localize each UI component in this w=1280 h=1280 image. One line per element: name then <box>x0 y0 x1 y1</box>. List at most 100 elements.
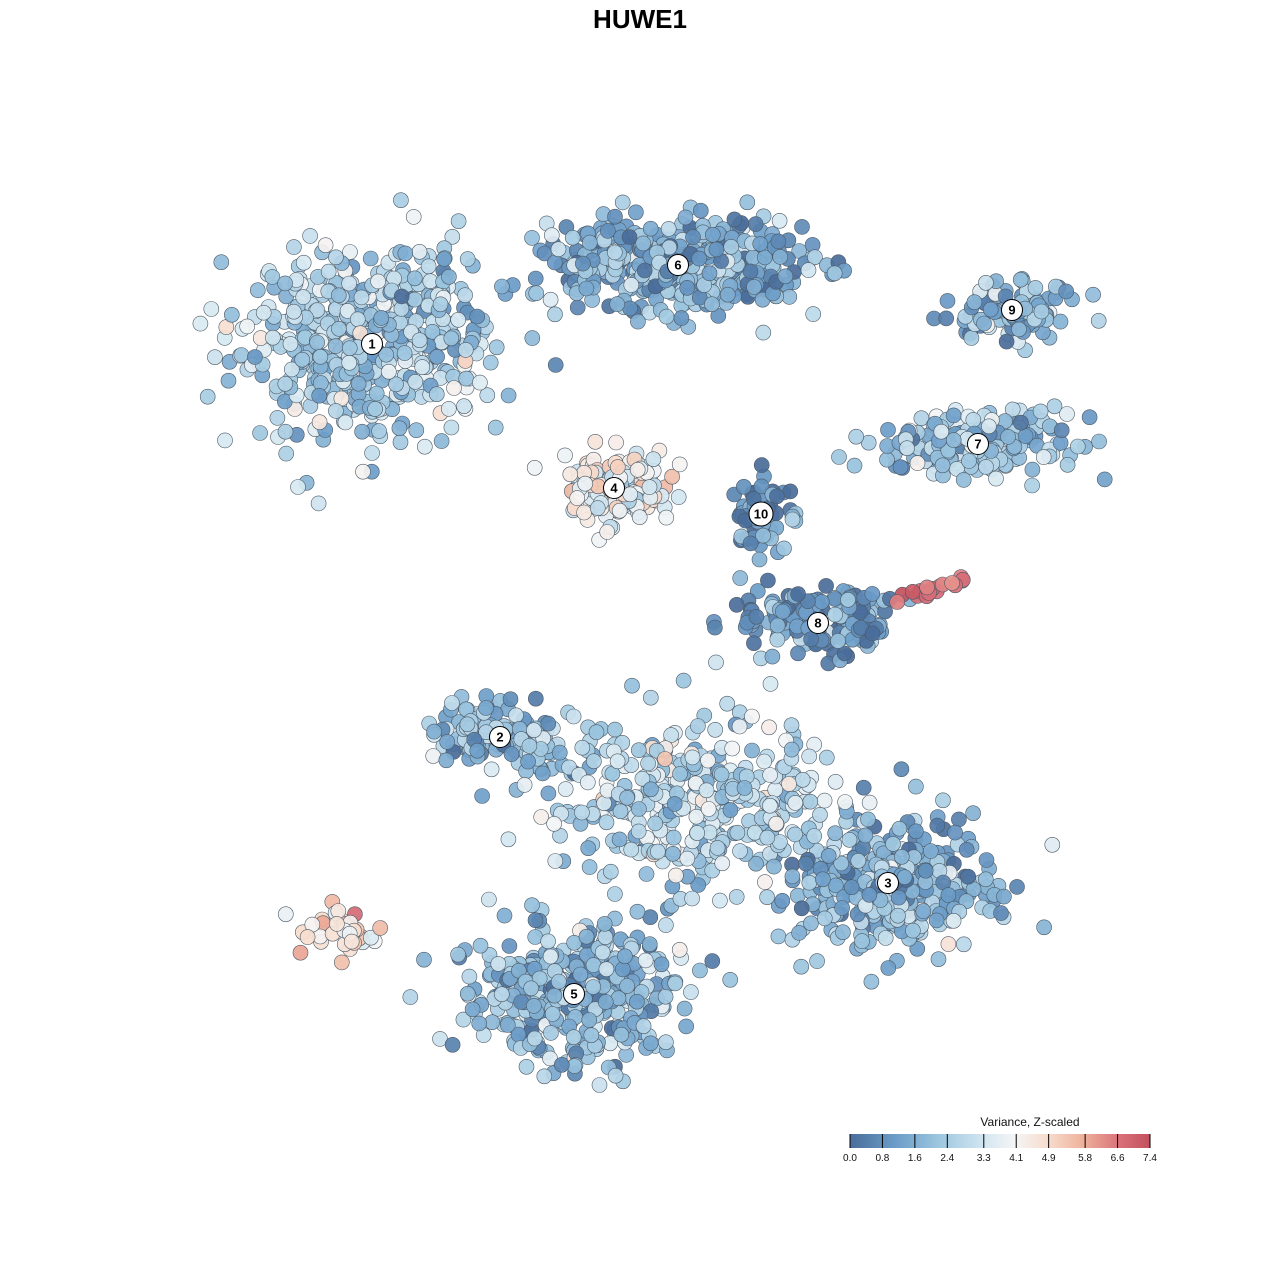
cell-point <box>432 296 449 313</box>
cell-point <box>1053 422 1070 439</box>
cell-point <box>299 929 316 945</box>
cell-point <box>629 993 645 1010</box>
cell-point <box>526 459 543 476</box>
cell-point <box>609 296 626 312</box>
cell-point <box>905 922 921 939</box>
cell-point <box>247 349 263 365</box>
cell-point <box>993 905 1009 921</box>
cell-point <box>628 204 644 221</box>
cell-point <box>753 478 770 495</box>
cluster-label-text: 5 <box>570 987 577 1002</box>
cell-point <box>766 858 782 875</box>
cell-point <box>521 738 538 754</box>
cell-point <box>816 910 833 927</box>
cell-point <box>663 727 679 743</box>
cell-point <box>774 603 791 620</box>
cell-point <box>683 984 699 1000</box>
cell-point <box>880 960 897 976</box>
cell-point <box>526 722 542 739</box>
cell-point <box>955 472 972 488</box>
cluster-label-7: 7 <box>967 433 989 455</box>
cell-point <box>1013 414 1029 431</box>
cell-point <box>675 672 692 689</box>
cell-point <box>579 774 596 791</box>
cell-point <box>543 227 560 243</box>
cell-point <box>843 879 860 896</box>
cell-point <box>354 423 370 440</box>
cell-point <box>239 318 255 335</box>
cell-point <box>630 823 647 840</box>
cell-point <box>729 824 746 841</box>
cell-point <box>438 752 455 769</box>
cell-point <box>286 239 302 255</box>
cell-point <box>892 459 909 476</box>
cell-point <box>793 900 810 917</box>
cell-point <box>899 440 915 457</box>
cell-point <box>362 250 379 267</box>
cell-point <box>782 483 799 500</box>
cell-point <box>634 770 651 787</box>
cell-point <box>631 801 647 817</box>
cell-point <box>623 277 640 293</box>
cell-point <box>544 1006 561 1022</box>
cell-point <box>420 258 437 275</box>
cluster-label-text: 2 <box>496 730 503 745</box>
cell-point <box>264 269 281 285</box>
cell-point <box>649 843 666 860</box>
cell-point <box>607 721 623 738</box>
cell-point <box>441 268 457 285</box>
cell-point <box>818 578 834 594</box>
cell-point <box>416 438 433 455</box>
cluster-label-badge <box>1001 299 1023 321</box>
cell-point <box>790 586 806 602</box>
cell-point <box>930 951 947 968</box>
cell-point <box>482 354 499 371</box>
cell-point <box>719 695 736 712</box>
cell-point <box>756 753 773 770</box>
cell-point <box>391 420 408 437</box>
cell-point <box>608 434 624 451</box>
cell-point <box>285 303 302 320</box>
cell-point <box>217 432 233 449</box>
cell-point <box>728 889 745 905</box>
cell-point <box>701 265 718 282</box>
cluster-label-9: 9 <box>1001 299 1023 321</box>
cell-point <box>576 504 592 521</box>
cell-point <box>363 929 379 946</box>
cell-point <box>642 1035 659 1052</box>
cell-point <box>483 761 500 778</box>
cell-point <box>658 308 675 325</box>
cell-point <box>658 1034 674 1050</box>
cell-point <box>742 263 759 280</box>
cell-point <box>940 936 957 952</box>
cell-point <box>329 916 345 932</box>
cell-point <box>678 1018 695 1035</box>
cell-point <box>635 235 652 252</box>
cell-point <box>671 941 688 958</box>
cell-point <box>837 794 853 810</box>
cell-point <box>591 1077 608 1093</box>
cell-point <box>885 836 901 852</box>
cell-point <box>963 330 980 346</box>
chart-title: HUWE1 <box>593 4 687 34</box>
cell-point <box>981 418 997 435</box>
cell-point <box>755 527 771 544</box>
cell-point <box>960 868 976 885</box>
cell-point <box>665 845 681 862</box>
cell-point <box>309 302 326 318</box>
cell-point <box>958 841 975 858</box>
cell-point <box>879 451 895 468</box>
cell-point <box>450 946 466 963</box>
cell-point <box>864 586 881 602</box>
cell-point <box>199 388 216 405</box>
cell-point <box>213 254 230 271</box>
cell-point <box>801 874 818 891</box>
cell-point <box>339 303 356 319</box>
color-legend: Variance, Z-scaled 0.0 0.8 1.6 2.4 3.3 4.1 4.9… <box>843 1115 1157 1164</box>
cell-point <box>736 780 753 796</box>
cell-point <box>768 815 785 832</box>
cell-point <box>629 903 646 920</box>
cluster-label-5: 5 <box>563 983 585 1005</box>
cell-point <box>378 346 395 363</box>
